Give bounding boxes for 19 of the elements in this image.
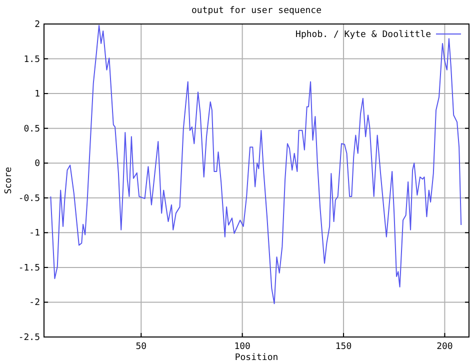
y-tick-label: 0 <box>34 159 40 170</box>
y-tick-label: -2 <box>29 298 40 308</box>
x-tick-label: 150 <box>335 342 352 352</box>
line-series <box>50 24 462 304</box>
y-tick-label: 0.5 <box>24 124 40 134</box>
y-axis-title: Score <box>4 166 14 194</box>
x-tick-label: 100 <box>234 342 250 352</box>
chart-title: output for user sequence <box>191 6 322 16</box>
x-tick-label: 50 <box>136 342 147 352</box>
y-tick-label: -1 <box>29 228 40 239</box>
legend-label: Hphob. / Kyte & Doolittle <box>296 30 431 40</box>
x-tick-label: 200 <box>436 342 453 352</box>
y-tick-label: 1.5 <box>24 54 40 65</box>
y-tick-label: -0.5 <box>18 194 40 204</box>
y-tick-label: -2.5 <box>18 333 40 343</box>
y-tick-label: -1.5 <box>18 263 40 274</box>
x-axis-title: Position <box>234 353 278 362</box>
y-tick-label: 1 <box>34 90 40 100</box>
y-tick-label: 2 <box>34 20 40 30</box>
